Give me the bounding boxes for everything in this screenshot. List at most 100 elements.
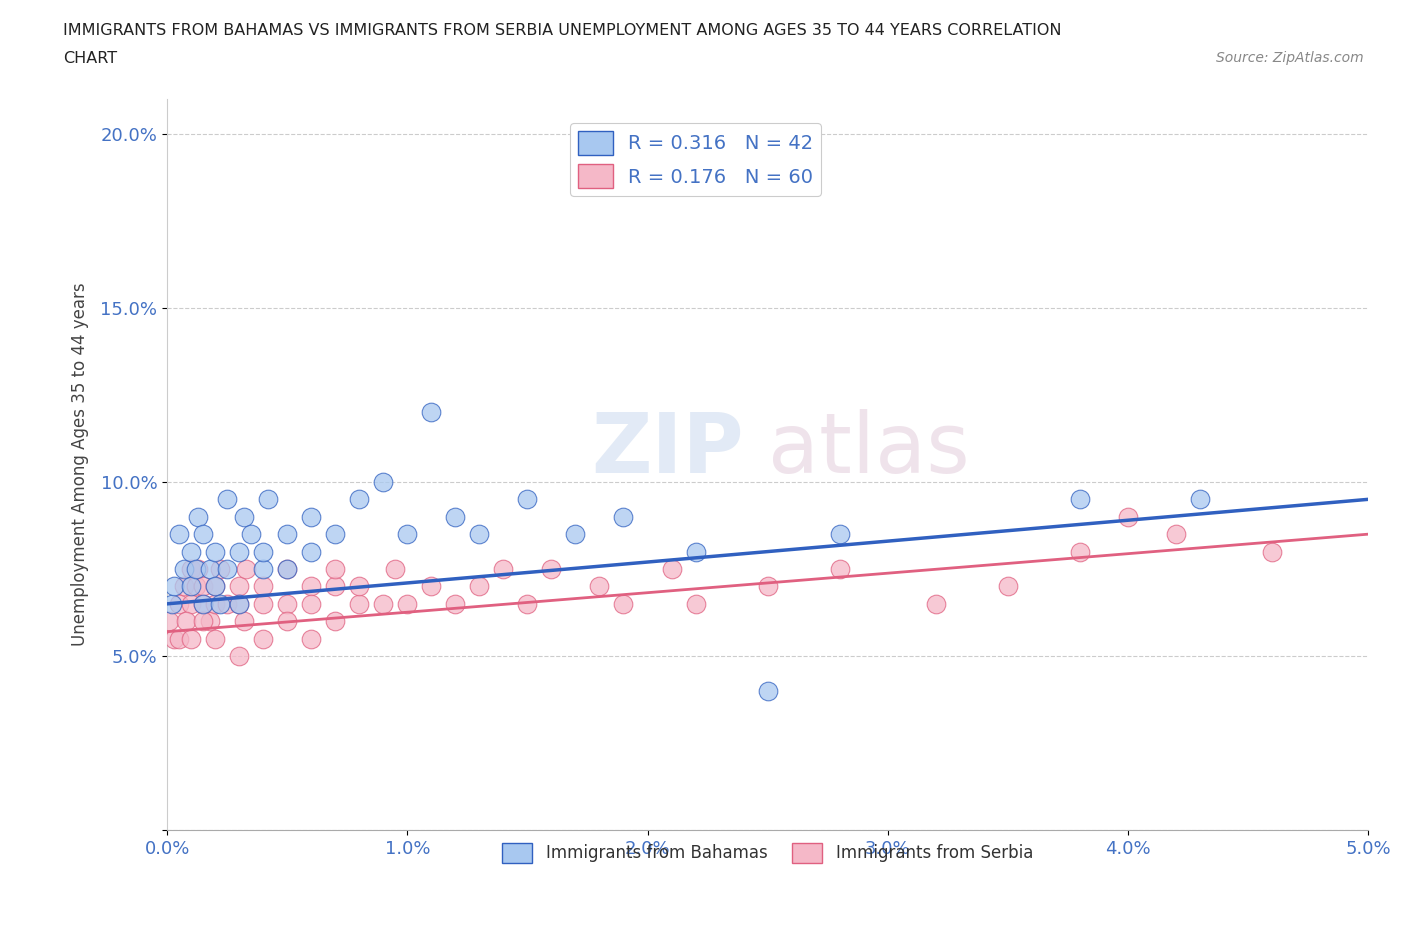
- Point: [997, 579, 1019, 594]
- Point: [228, 544, 250, 559]
- Point: [349, 579, 371, 594]
- Point: [187, 510, 209, 525]
- Point: [233, 614, 256, 629]
- Point: [323, 614, 346, 629]
- Point: [756, 579, 779, 594]
- Text: Source: ZipAtlas.com: Source: ZipAtlas.com: [1216, 51, 1364, 65]
- Point: [252, 631, 274, 646]
- Point: [588, 579, 610, 594]
- Point: [167, 596, 190, 611]
- Point: [191, 596, 214, 611]
- Point: [1189, 492, 1212, 507]
- Point: [208, 562, 231, 577]
- Point: [204, 544, 226, 559]
- Point: [564, 526, 586, 541]
- Point: [925, 596, 948, 611]
- Point: [396, 596, 419, 611]
- Point: [299, 631, 322, 646]
- Point: [1261, 544, 1284, 559]
- Point: [167, 631, 190, 646]
- Point: [191, 579, 214, 594]
- Text: ZIP: ZIP: [591, 409, 744, 490]
- Point: [373, 596, 395, 611]
- Point: [396, 526, 419, 541]
- Point: [163, 579, 186, 594]
- Point: [204, 579, 226, 594]
- Point: [163, 631, 186, 646]
- Point: [276, 614, 298, 629]
- Point: [191, 596, 214, 611]
- Point: [516, 492, 538, 507]
- Point: [1164, 526, 1187, 541]
- Point: [420, 405, 443, 419]
- Point: [159, 614, 181, 629]
- Point: [187, 562, 209, 577]
- Point: [173, 579, 195, 594]
- Point: [252, 562, 274, 577]
- Point: [200, 562, 222, 577]
- Point: [299, 579, 322, 594]
- Point: [204, 596, 226, 611]
- Point: [228, 579, 250, 594]
- Point: [228, 648, 250, 663]
- Legend: Immigrants from Bahamas, Immigrants from Serbia: Immigrants from Bahamas, Immigrants from…: [495, 836, 1039, 870]
- Point: [685, 596, 707, 611]
- Point: [252, 579, 274, 594]
- Point: [180, 544, 202, 559]
- Point: [204, 631, 226, 646]
- Point: [233, 510, 256, 525]
- Point: [204, 579, 226, 594]
- Point: [228, 596, 250, 611]
- Y-axis label: Unemployment Among Ages 35 to 44 years: Unemployment Among Ages 35 to 44 years: [72, 283, 89, 646]
- Point: [468, 579, 491, 594]
- Point: [349, 492, 371, 507]
- Point: [217, 596, 239, 611]
- Point: [208, 596, 231, 611]
- Point: [299, 544, 322, 559]
- Point: [276, 596, 298, 611]
- Point: [276, 562, 298, 577]
- Text: atlas: atlas: [768, 409, 969, 490]
- Point: [661, 562, 683, 577]
- Point: [468, 526, 491, 541]
- Point: [257, 492, 280, 507]
- Point: [276, 526, 298, 541]
- Point: [516, 596, 538, 611]
- Point: [180, 579, 202, 594]
- Point: [1116, 510, 1139, 525]
- Point: [323, 579, 346, 594]
- Point: [299, 596, 322, 611]
- Point: [191, 526, 214, 541]
- Point: [540, 562, 562, 577]
- Point: [228, 596, 250, 611]
- Point: [828, 526, 851, 541]
- Point: [756, 684, 779, 698]
- Point: [184, 579, 207, 594]
- Point: [173, 562, 195, 577]
- Point: [685, 544, 707, 559]
- Point: [217, 562, 239, 577]
- Text: IMMIGRANTS FROM BAHAMAS VS IMMIGRANTS FROM SERBIA UNEMPLOYMENT AMONG AGES 35 TO : IMMIGRANTS FROM BAHAMAS VS IMMIGRANTS FR…: [63, 23, 1062, 38]
- Point: [174, 614, 197, 629]
- Point: [492, 562, 515, 577]
- Point: [612, 510, 634, 525]
- Point: [240, 526, 263, 541]
- Point: [349, 596, 371, 611]
- Point: [420, 579, 443, 594]
- Point: [252, 544, 274, 559]
- Point: [160, 596, 183, 611]
- Point: [612, 596, 634, 611]
- Point: [235, 562, 257, 577]
- Point: [444, 596, 467, 611]
- Point: [276, 562, 298, 577]
- Point: [373, 474, 395, 489]
- Point: [1069, 492, 1091, 507]
- Point: [184, 562, 207, 577]
- Point: [1069, 544, 1091, 559]
- Point: [384, 562, 406, 577]
- Point: [323, 526, 346, 541]
- Point: [828, 562, 851, 577]
- Point: [217, 492, 239, 507]
- Point: [444, 510, 467, 525]
- Text: CHART: CHART: [63, 51, 117, 66]
